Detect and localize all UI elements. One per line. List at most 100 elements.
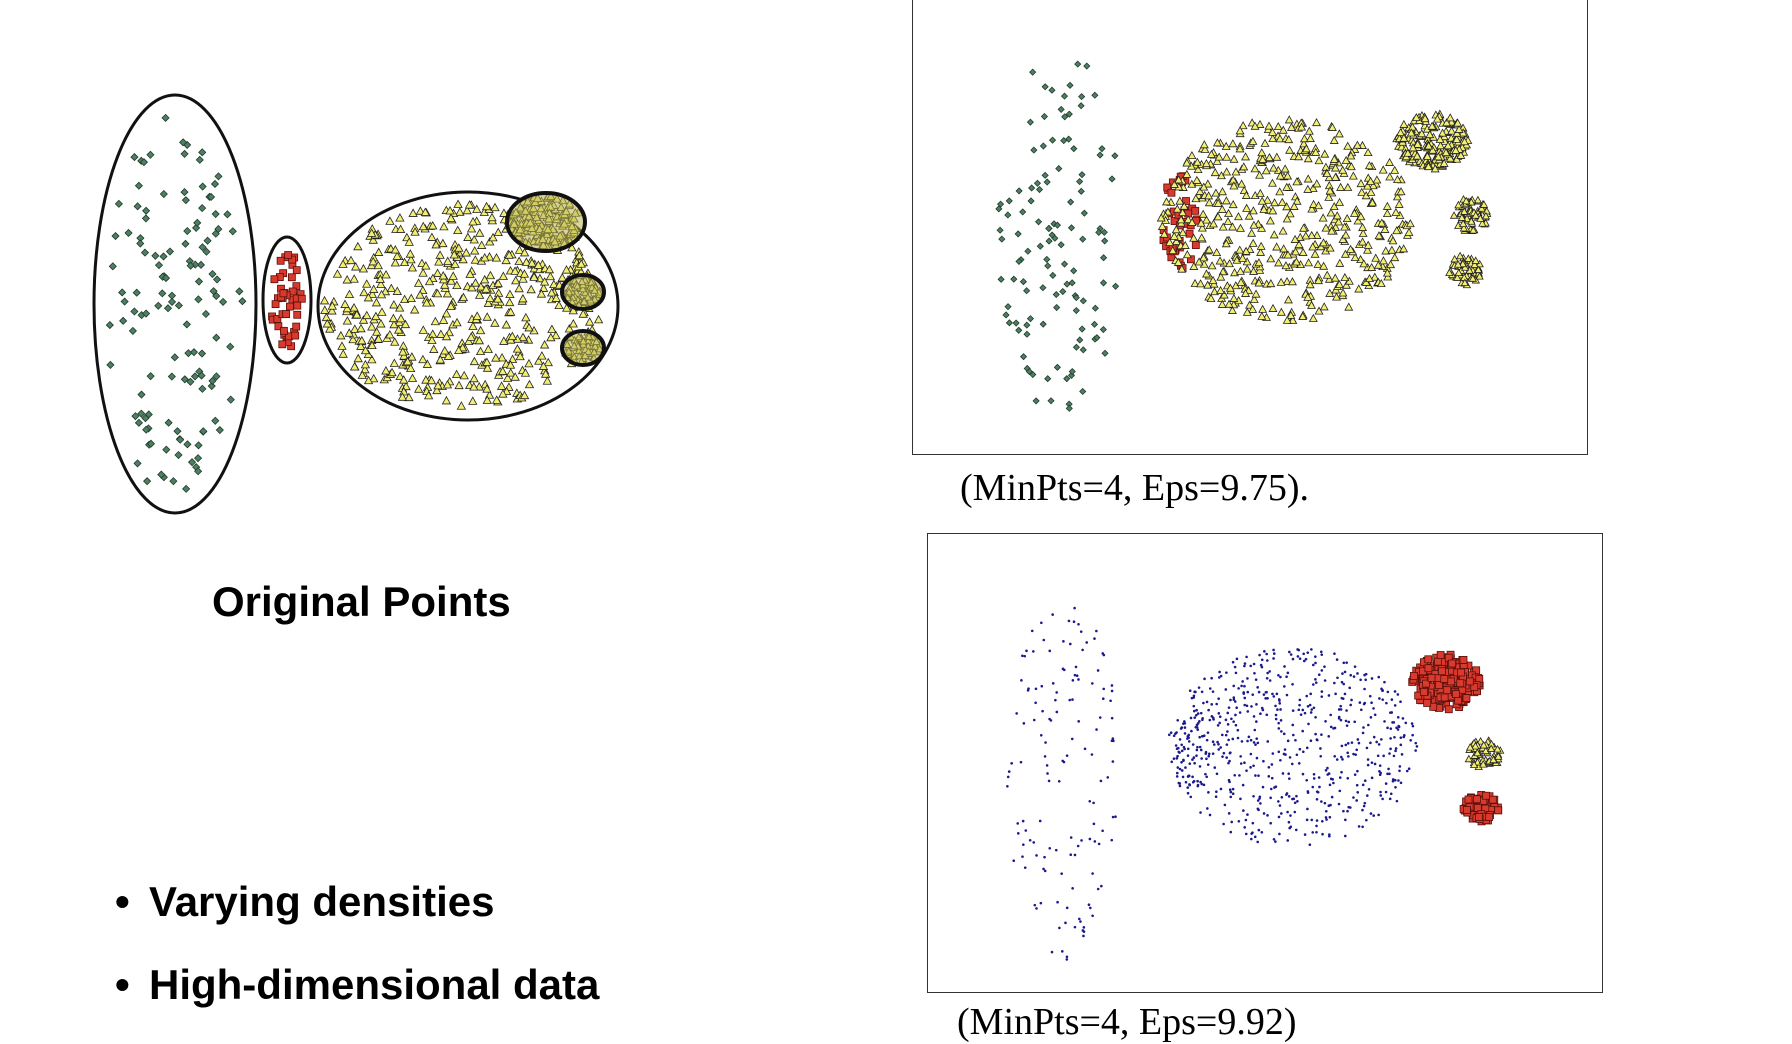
diamond-marker	[1048, 86, 1056, 94]
triangle-marker	[1396, 128, 1406, 137]
dot-marker	[1255, 737, 1259, 740]
triangle-marker	[1304, 258, 1314, 267]
triangle-marker	[390, 257, 401, 267]
triangle-marker	[1195, 186, 1205, 195]
triangle-marker	[344, 289, 355, 299]
original-point-groups	[105, 113, 605, 493]
dot-marker	[1312, 706, 1316, 710]
dot-marker	[1088, 837, 1092, 841]
dot-marker	[1381, 698, 1384, 701]
dot-marker	[1386, 726, 1389, 730]
dot-marker	[1381, 797, 1384, 801]
dot-marker	[1236, 736, 1240, 740]
dot-marker	[1245, 655, 1248, 659]
dot-marker	[1329, 725, 1333, 729]
triangle-marker	[371, 311, 381, 321]
dot-marker	[1040, 684, 1044, 688]
triangle-marker	[1329, 135, 1339, 144]
dot-marker	[1319, 754, 1323, 758]
diamond-marker	[209, 287, 218, 296]
triangle-marker	[1290, 234, 1300, 243]
triangle-marker	[1373, 260, 1383, 269]
dot-marker	[1279, 719, 1283, 722]
triangle-marker	[1422, 151, 1432, 160]
triangle-marker	[1338, 234, 1348, 243]
diamond-marker	[146, 439, 156, 448]
dot-marker	[1073, 673, 1077, 677]
dot-marker	[1191, 758, 1194, 761]
diamond-marker	[136, 239, 145, 248]
dot-marker	[1192, 779, 1196, 783]
triangle-marker	[1346, 244, 1356, 253]
dot-marker	[1214, 795, 1218, 799]
dot-marker	[1234, 723, 1238, 727]
triangle-marker	[482, 363, 493, 372]
diamond-marker	[1029, 68, 1037, 76]
dot-marker	[1194, 690, 1197, 694]
triangle-marker	[414, 384, 424, 393]
dot-marker	[1229, 698, 1232, 702]
triangle-marker	[505, 360, 516, 369]
triangle-marker	[554, 300, 564, 310]
dot-marker	[1398, 769, 1401, 773]
dot-marker	[1255, 756, 1259, 760]
dot-marker	[1192, 709, 1196, 713]
triangle-marker	[1174, 175, 1184, 184]
diamond-marker	[1053, 363, 1061, 371]
diamond-marker	[167, 297, 177, 306]
diamond-marker	[1049, 271, 1057, 279]
triangle-marker	[1269, 163, 1279, 172]
dot-marker	[1015, 712, 1018, 715]
diamond-marker	[197, 349, 207, 358]
diamond-marker	[180, 187, 189, 197]
clustering-plot-eps-9-75	[912, 0, 1588, 455]
triangle-marker	[1314, 276, 1324, 285]
square-marker	[282, 310, 291, 319]
dot-marker	[1375, 740, 1378, 744]
diamond-marker	[1032, 397, 1040, 405]
triangle-marker	[1301, 144, 1311, 153]
dot-marker	[1266, 671, 1269, 675]
diamond-marker	[1095, 228, 1103, 236]
triangle-marker	[1282, 276, 1292, 286]
triangle-marker	[435, 250, 445, 259]
diamond-marker	[1043, 255, 1051, 263]
triangle-marker	[385, 329, 395, 339]
dot-marker	[1114, 815, 1117, 819]
diamond-marker	[199, 427, 208, 436]
triangle-marker	[1376, 278, 1386, 288]
triangle-marker	[469, 373, 479, 383]
dot-marker	[1079, 630, 1083, 633]
triangle-marker	[1312, 179, 1322, 188]
dot-marker	[1032, 841, 1036, 844]
triangle-marker	[1312, 118, 1322, 127]
triangle-marker	[1322, 168, 1332, 178]
diamond-marker	[163, 304, 173, 313]
dot-marker	[1399, 700, 1402, 704]
dot-marker	[1303, 833, 1307, 836]
triangle-marker	[1464, 254, 1473, 262]
dot-marker	[1187, 733, 1191, 737]
dot-marker	[1240, 740, 1244, 743]
triangle-marker	[537, 351, 547, 360]
dot-marker	[1239, 797, 1242, 801]
dot-marker	[1034, 701, 1037, 705]
triangle-marker	[468, 321, 478, 330]
triangle-marker	[462, 205, 472, 215]
triangle-marker	[493, 227, 503, 237]
square-marker	[280, 326, 288, 335]
triangle-marker	[1372, 175, 1382, 184]
triangle-marker	[1346, 151, 1356, 160]
diamond-marker	[1079, 387, 1087, 396]
triangle-marker	[430, 316, 441, 326]
triangle-marker	[1249, 294, 1259, 303]
dot-marker	[1346, 809, 1349, 813]
triangle-marker	[395, 224, 406, 233]
dot-marker	[1101, 697, 1105, 701]
diamond-marker	[1079, 346, 1087, 354]
diamond-marker	[1030, 146, 1038, 154]
dot-marker	[1021, 855, 1024, 858]
dot-marker	[1096, 887, 1100, 891]
triangle-marker	[1367, 262, 1377, 271]
dot-marker	[1206, 763, 1210, 766]
